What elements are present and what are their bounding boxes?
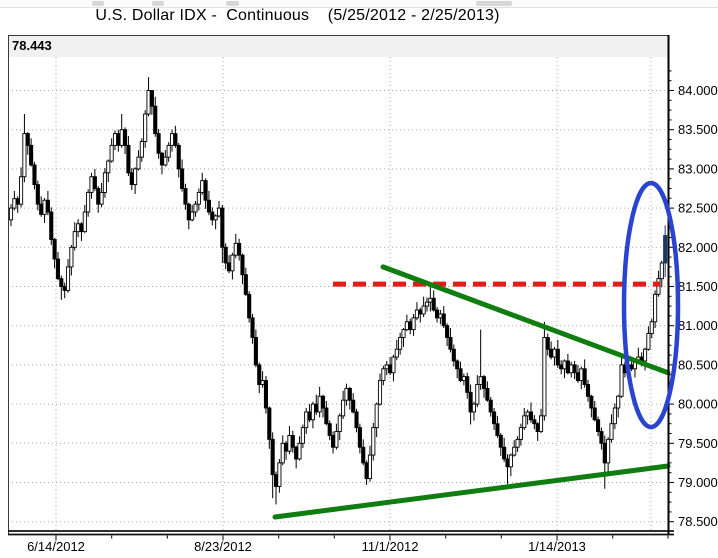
y-tick-label: 80.500 [678, 357, 718, 372]
highlight-ellipse [621, 180, 681, 430]
y-tick-label: 81.000 [678, 318, 718, 333]
chart-title: U.S. Dollar IDX - Continuous (5/25/2012 … [95, 7, 500, 24]
price-flag-value: 78.443 [12, 38, 52, 53]
y-tick-label: 79.500 [678, 436, 718, 451]
x-tick-label: 11/1/2012 [362, 539, 419, 554]
plot-frame [8, 35, 674, 536]
gridlines-layer [8, 57, 668, 530]
chrome-fragment [226, 1, 239, 6]
y-tick-label: 82.000 [678, 240, 718, 255]
y-tick-label: 81.500 [678, 279, 718, 294]
y-tick-label: 80.000 [678, 397, 718, 412]
trendline-up [272, 463, 671, 520]
candles-layer [8, 77, 668, 505]
y-tick-label: 79.000 [678, 475, 718, 490]
trendline-down [380, 264, 671, 376]
y-tick-label: 82.500 [678, 201, 718, 216]
y-tick-label: 83.500 [678, 122, 718, 137]
x-tick-label: 6/14/2012 [27, 539, 85, 554]
chrome-fragment [476, 1, 512, 6]
window-chrome-strip [0, 0, 718, 8]
x-tick-label: 8/23/2012 [194, 539, 252, 554]
chrome-fragment [152, 1, 164, 6]
y-tick-label: 83.000 [678, 161, 718, 176]
y-tick-label: 78.500 [678, 514, 718, 529]
y-tick-label: 84.000 [678, 83, 718, 98]
x-axis: 6/14/2012 8/23/2012 11/1/2012 1/14/2013 [27, 535, 669, 554]
y-axis: 84.000 83.500 83.000 82.500 82.000 81.500 81.0… [669, 70, 718, 529]
chrome-fragment [92, 1, 104, 6]
x-tick-label: 1/14/2013 [528, 539, 586, 554]
